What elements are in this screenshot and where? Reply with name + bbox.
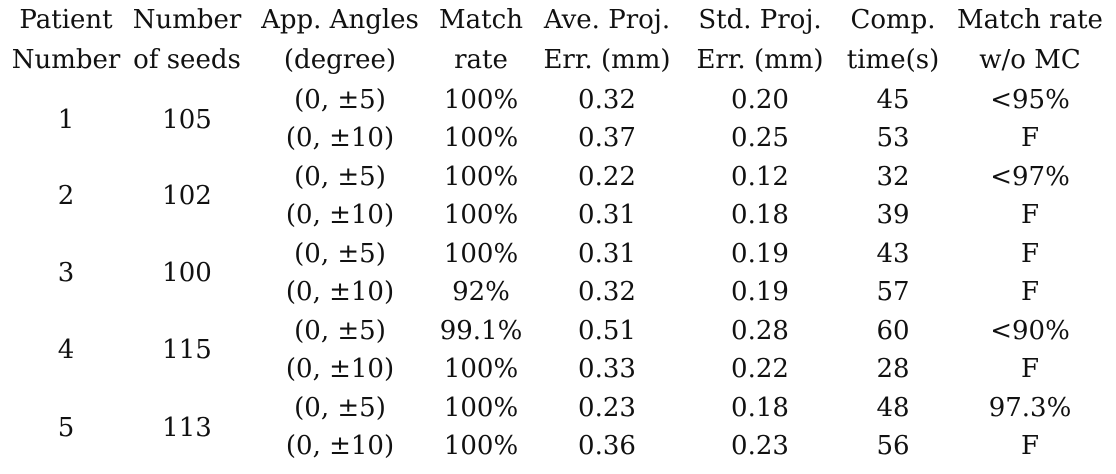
header-ave-err-line2: Err. (mm) <box>543 45 671 75</box>
std-err-cell: 0.23 <box>731 431 789 461</box>
angles-cell: (0, ±10) <box>285 200 395 230</box>
match-rate-cell: 100% <box>443 123 519 153</box>
std-err-cell: 0.18 <box>731 393 789 423</box>
std-err-cell: 0.19 <box>731 277 789 307</box>
comp-time-cell: 57 <box>876 277 910 307</box>
header-angles-line1: App. Angles <box>261 5 419 35</box>
match-wo-mc-cell: <95% <box>990 85 1070 115</box>
seed-count: 105 <box>162 105 212 135</box>
comp-time-cell: 48 <box>876 393 910 423</box>
ave-err-cell: 0.31 <box>578 200 636 230</box>
match-wo-mc-cell: F <box>1020 123 1040 153</box>
seed-count: 102 <box>162 181 212 211</box>
comp-time-cell: 56 <box>876 431 910 461</box>
ave-err-cell: 0.51 <box>578 316 636 346</box>
std-err-cell: 0.22 <box>731 354 789 384</box>
match-rate-cell: 92% <box>452 277 510 307</box>
header-comp-time-line1: Comp. <box>850 5 936 35</box>
header-seeds-line1: Number <box>132 5 242 35</box>
angles-cell: (0, ±10) <box>285 431 395 461</box>
ave-err-cell: 0.32 <box>578 277 636 307</box>
comp-time-cell: 60 <box>876 316 910 346</box>
match-rate-cell: 100% <box>443 85 519 115</box>
match-wo-mc-cell: F <box>1020 239 1040 269</box>
header-std-err-line1: Std. Proj. <box>698 5 822 35</box>
comp-time-cell: 53 <box>876 123 910 153</box>
std-err-cell: 0.28 <box>731 316 789 346</box>
header-patient-line1: Patient <box>19 5 113 35</box>
match-rate-cell: 100% <box>443 200 519 230</box>
ave-err-cell: 0.23 <box>578 393 636 423</box>
ave-err-cell: 0.22 <box>578 162 636 192</box>
ave-err-cell: 0.31 <box>578 239 636 269</box>
header-match-rate-line2: rate <box>454 45 508 75</box>
comp-time-cell: 39 <box>876 200 910 230</box>
seed-count: 115 <box>162 335 212 365</box>
match-wo-mc-cell: F <box>1020 277 1040 307</box>
match-wo-mc-cell: <97% <box>990 162 1070 192</box>
angles-cell: (0, ±5) <box>294 239 386 269</box>
match-wo-mc-cell: F <box>1020 431 1040 461</box>
std-err-cell: 0.18 <box>731 200 789 230</box>
angles-cell: (0, ±5) <box>294 316 386 346</box>
ave-err-cell: 0.33 <box>578 354 636 384</box>
patient-number: 1 <box>57 105 75 135</box>
match-wo-mc-cell: 97.3% <box>988 393 1072 423</box>
angles-cell: (0, ±10) <box>285 123 395 153</box>
std-err-cell: 0.12 <box>731 162 789 192</box>
patient-number: 2 <box>57 181 75 211</box>
match-wo-mc-cell: <90% <box>990 316 1070 346</box>
angles-cell: (0, ±5) <box>294 162 386 192</box>
comp-time-cell: 43 <box>876 239 910 269</box>
header-std-err-line2: Err. (mm) <box>696 45 824 75</box>
match-wo-mc-cell: F <box>1020 354 1040 384</box>
seed-count: 100 <box>162 258 212 288</box>
angles-cell: (0, ±5) <box>294 85 386 115</box>
ave-err-cell: 0.32 <box>578 85 636 115</box>
header-match-wo-mc-line2: w/o MC <box>979 45 1081 75</box>
seed-count: 113 <box>162 413 212 443</box>
std-err-cell: 0.20 <box>731 85 789 115</box>
match-rate-cell: 100% <box>443 239 519 269</box>
match-rate-cell: 100% <box>443 393 519 423</box>
match-wo-mc-cell: F <box>1020 200 1040 230</box>
ave-err-cell: 0.37 <box>578 123 636 153</box>
header-angles-line2: (degree) <box>283 45 397 75</box>
header-match-wo-mc-line1: Match rate <box>957 5 1103 35</box>
match-rate-cell: 99.1% <box>439 316 523 346</box>
angles-cell: (0, ±10) <box>285 277 395 307</box>
std-err-cell: 0.25 <box>731 123 789 153</box>
match-rate-cell: 100% <box>443 431 519 461</box>
angles-cell: (0, ±10) <box>285 354 395 384</box>
header-comp-time-line2: time(s) <box>846 45 940 75</box>
std-err-cell: 0.19 <box>731 239 789 269</box>
patient-number: 5 <box>57 413 75 443</box>
header-match-rate-line1: Match <box>439 5 523 35</box>
patient-number: 3 <box>57 258 75 288</box>
comp-time-cell: 28 <box>876 354 910 384</box>
match-rate-cell: 100% <box>443 162 519 192</box>
patient-number: 4 <box>57 335 75 365</box>
header-ave-err-line1: Ave. Proj. <box>543 5 671 35</box>
comp-time-cell: 45 <box>876 85 910 115</box>
ave-err-cell: 0.36 <box>578 431 636 461</box>
header-patient-line2: Number <box>11 45 121 75</box>
match-rate-cell: 100% <box>443 354 519 384</box>
comp-time-cell: 32 <box>876 162 910 192</box>
angles-cell: (0, ±5) <box>294 393 386 423</box>
header-seeds-line2: of seeds <box>133 45 241 75</box>
